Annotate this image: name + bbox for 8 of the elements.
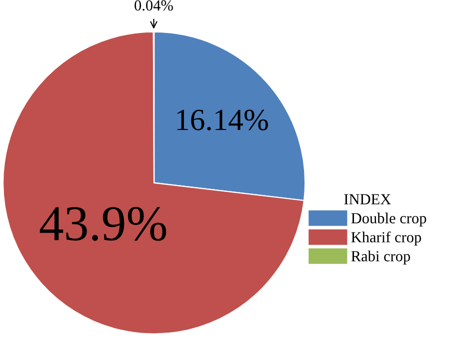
data-label: 0.04% [134, 0, 173, 11]
legend-label: Double crop [351, 212, 426, 226]
legend-label: Rabi crop [351, 250, 410, 264]
data-label: 16.14% [177, 110, 268, 130]
legend-title: INDEX [344, 194, 391, 204]
pie-slice [2, 31, 305, 334]
data-label: 43.9% [40, 206, 166, 241]
legend-label: Kharif crop [351, 231, 422, 246]
